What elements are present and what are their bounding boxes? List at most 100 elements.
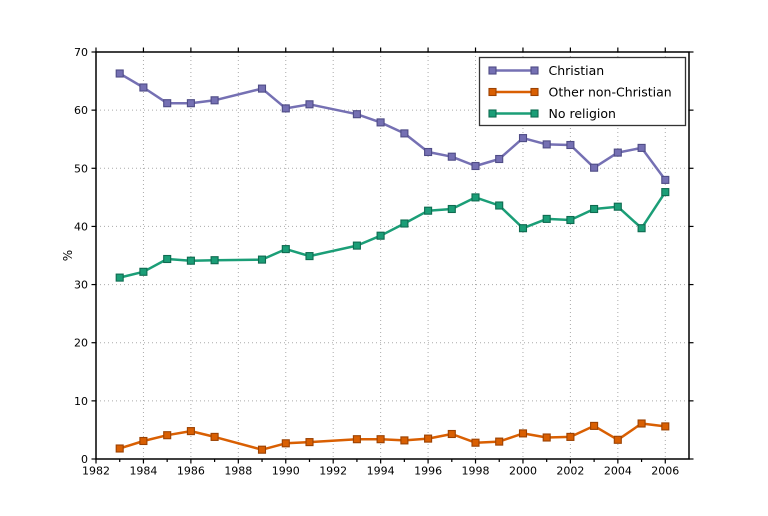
data-point-no-religion [257,255,267,264]
data-point-other-non-christian [210,432,219,441]
data-point-christian [637,143,646,152]
x-tick-label: 1998 [462,465,490,478]
y-tick-label: 50 [74,162,88,175]
data-point-other-non-christian [637,419,646,428]
x-tick-label: 1996 [414,465,442,478]
data-point-christian [542,140,551,149]
data-point-other-non-christian [186,427,195,436]
data-point-christian [257,84,267,93]
y-tick-label: 30 [74,279,88,292]
data-point-other-non-christian [305,438,314,447]
data-point-christian [305,100,314,109]
legend-item-no-religion: No religion [488,106,616,121]
legend-marker-icon [530,87,539,97]
legend-marker-icon [530,109,539,118]
data-point-no-religion [376,231,385,240]
data-point-christian [139,83,148,92]
data-point-christian [352,110,361,119]
data-point-no-religion [542,214,551,223]
data-point-other-non-christian [542,433,551,442]
data-point-other-non-christian [613,435,622,444]
legend: Christian Other non-Christian No religion [478,56,687,127]
data-point-other-non-christian [400,436,409,445]
legend-label-christian: Christian [549,63,605,78]
data-point-no-religion [139,267,148,276]
series-other-non-christian [115,419,670,454]
data-point-no-religion [661,188,670,197]
data-point-no-religion [637,224,646,233]
data-point-christian [518,134,528,143]
data-point-no-religion [590,204,599,214]
y-axis-tick-labels: 0 10 20 30 40 50 60 70 [74,46,88,466]
y-tick-label: 20 [74,337,88,350]
data-point-christian [424,147,433,157]
data-point-no-religion [518,224,528,233]
data-point-other-non-christian [661,422,670,431]
data-point-christian [186,99,195,108]
data-point-no-religion [281,245,290,254]
data-point-no-religion [186,256,195,265]
data-point-other-non-christian [566,432,575,441]
data-point-no-religion [305,252,314,261]
x-tick-label: 2006 [651,465,679,478]
data-point-no-religion [471,193,480,202]
data-point-christian [447,152,456,161]
data-point-christian [471,161,480,171]
x-axis-tick-labels: 1982 1984 1986 1988 1990 1992 1994 1996 1998 2000… [82,465,679,478]
x-tick-label: 1988 [224,465,252,478]
x-tick-label: 1986 [177,465,205,478]
x-tick-label: 1982 [82,465,110,478]
y-tick-label: 0 [81,453,88,466]
axis-ticks [91,47,694,464]
x-tick-label: 1990 [272,465,300,478]
data-point-no-religion [210,256,219,265]
data-point-other-non-christian [424,434,433,443]
y-tick-label: 10 [74,395,88,408]
legend-label-other-non-christian: Other non-Christian [549,85,672,100]
data-point-other-non-christian [590,421,599,430]
legend-marker-icon [488,66,497,75]
data-point-christian [210,96,219,105]
y-axis-label: % [61,250,75,261]
x-tick-label: 1992 [319,465,347,478]
data-point-no-religion [400,219,409,228]
data-point-no-religion [613,202,622,211]
data-point-christian [566,140,575,150]
y-tick-label: 40 [74,220,88,233]
x-tick-label: 2002 [556,465,584,478]
data-point-no-religion [447,204,456,214]
data-point-christian [115,69,124,78]
data-point-other-non-christian [447,429,456,439]
data-point-other-non-christian [518,429,528,438]
data-point-christian [661,175,670,184]
series-christian [115,69,670,184]
legend-label-no-religion: No religion [549,106,616,121]
data-point-other-non-christian [115,444,124,453]
data-point-other-non-christian [139,436,148,446]
data-point-no-religion [566,215,575,225]
data-point-no-religion [424,206,433,215]
data-point-no-religion [352,241,361,250]
x-tick-label: 1994 [367,465,395,478]
x-tick-label: 2000 [509,465,537,478]
plot-frame [95,51,690,460]
legend-marker-icon [488,87,497,97]
data-point-other-non-christian [376,435,385,444]
data-point-christian [163,99,172,108]
legend-item-christian: Christian [488,63,605,78]
data-point-christian [590,163,599,172]
data-point-other-non-christian [352,435,361,444]
data-point-christian [400,129,409,138]
data-point-christian [613,148,622,157]
x-tick-label: 2004 [604,465,632,478]
data-point-no-religion [115,273,124,282]
y-tick-label: 70 [74,46,88,59]
data-point-other-non-christian [163,431,172,440]
series-no-religion [115,188,670,282]
data-point-christian [495,154,504,164]
series-lines [115,69,670,454]
legend-marker-icon [488,109,497,118]
data-point-other-non-christian [281,439,290,448]
